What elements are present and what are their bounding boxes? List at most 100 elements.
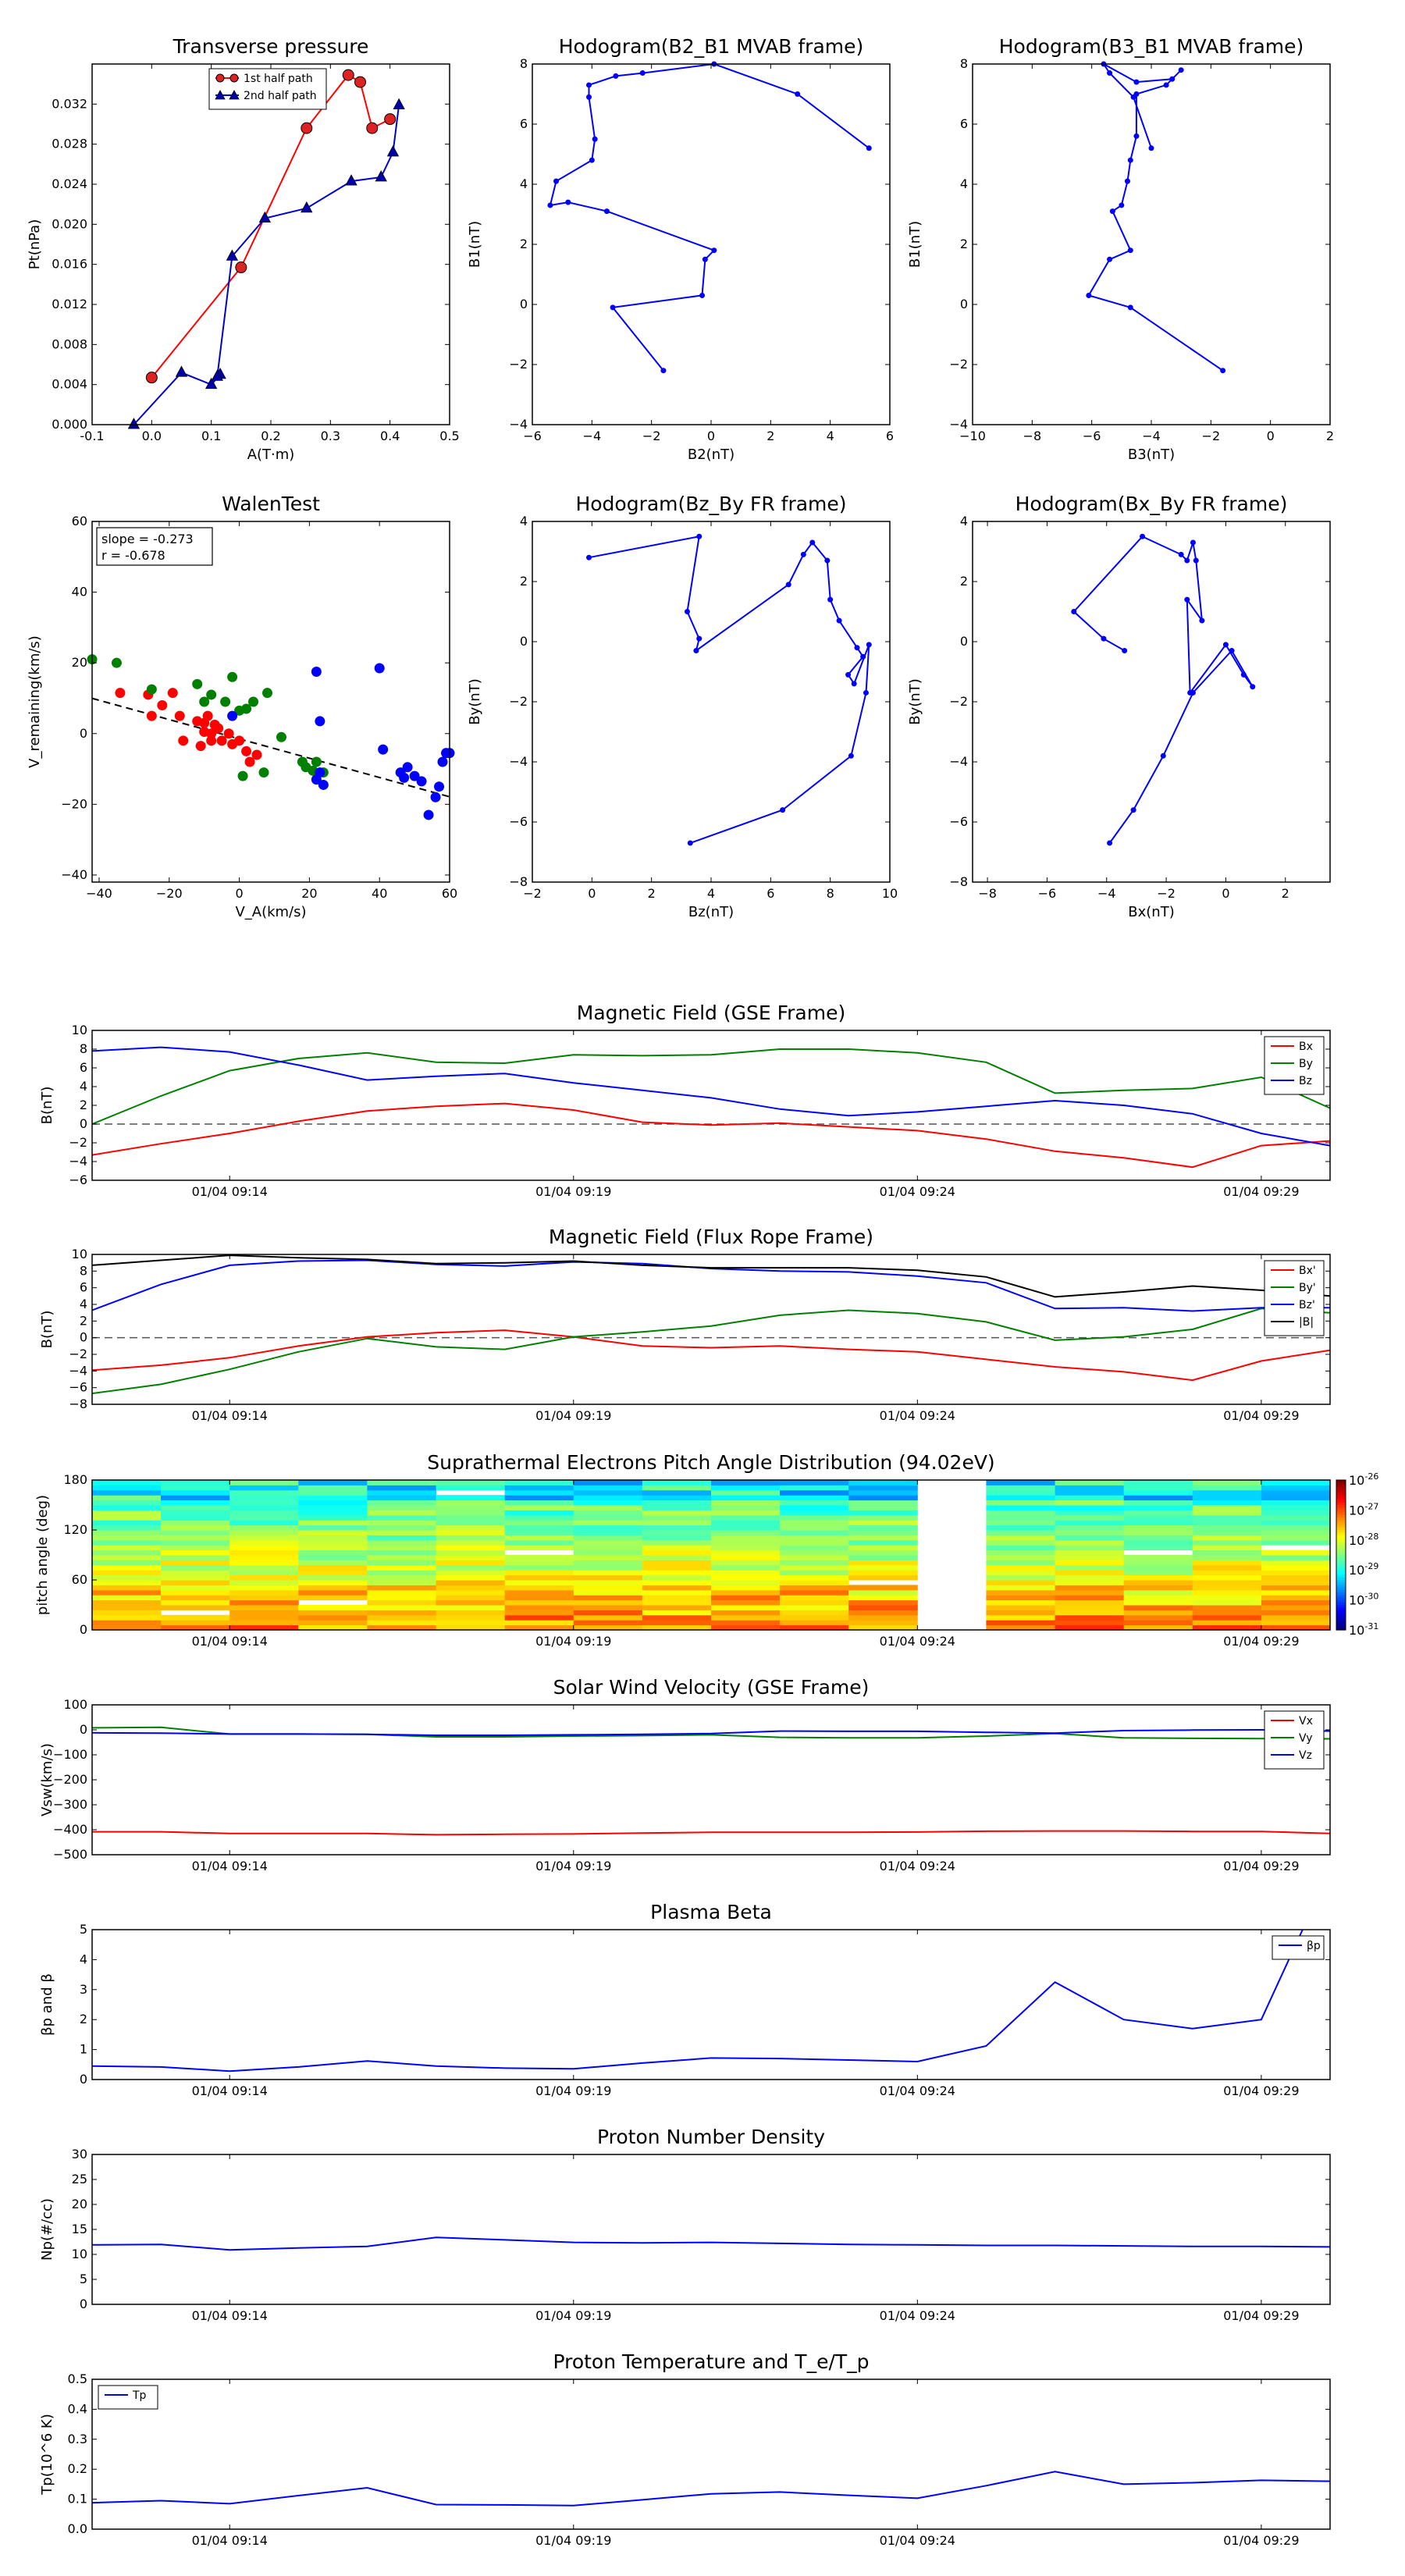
x-axis-label: A(T·m): [247, 447, 295, 463]
heatmap-cell: [1123, 1514, 1193, 1521]
heatmap-cell: [642, 1580, 712, 1585]
series-marker: [699, 292, 706, 298]
heatmap-cell: [642, 1535, 712, 1541]
heatmap-cell: [1123, 1614, 1193, 1621]
series-line: [589, 535, 870, 844]
x-tick-label: 01/04 09:19: [535, 1184, 611, 1199]
heatmap-cell: [573, 1485, 643, 1491]
chart-title: Hodogram(Bz_By FR frame): [575, 493, 846, 515]
heatmap-cell: [711, 1489, 781, 1496]
series-marker: [696, 635, 702, 642]
scatter-point: [248, 696, 259, 707]
heatmap-cell: [1192, 1525, 1262, 1531]
plot-frame: [972, 63, 1331, 425]
scatter-point: [416, 776, 427, 787]
scatter-point: [402, 762, 413, 773]
heatmap-cell: [1055, 1514, 1125, 1521]
series-marker: [1133, 91, 1140, 97]
colorbar-step: [1336, 1527, 1346, 1531]
heatmap-cell: [573, 1495, 643, 1501]
y-tick-label: 0: [80, 726, 87, 741]
series-line: [1072, 535, 1254, 844]
heatmap-cell: [1261, 1614, 1331, 1621]
heatmap-cell: [92, 1520, 162, 1526]
y-tick-label: 8: [80, 1041, 87, 1056]
x-tick-label: −2: [523, 886, 542, 901]
y-tick-label: 40: [72, 585, 87, 600]
series-marker: [586, 82, 592, 88]
heatmap-cell: [1123, 1570, 1193, 1576]
heatmap-cell: [229, 1610, 299, 1616]
heatmap-cell: [367, 1539, 436, 1546]
colorbar-step: [1336, 1502, 1346, 1506]
colorbar-step: [1336, 1605, 1346, 1608]
series-marker: [301, 201, 313, 213]
heatmap-cell: [1192, 1614, 1262, 1621]
heatmap-cell: [1055, 1545, 1125, 1551]
heatmap-cell: [573, 1480, 643, 1485]
heatmap-cell: [298, 1500, 368, 1506]
heatmap-cell: [642, 1510, 712, 1516]
series-marker: [1178, 551, 1184, 557]
heatmap-cell: [229, 1539, 299, 1546]
x-tick-label: 01/04 09:14: [192, 2083, 268, 2098]
colorbar-step: [1336, 1587, 1346, 1591]
heatmap-cell: [986, 1610, 1055, 1616]
heatmap-cell: [848, 1510, 918, 1516]
heatmap-cell: [711, 1624, 781, 1631]
heatmap-cell: [436, 1624, 506, 1631]
heatmap-cell: [504, 1595, 574, 1601]
y-tick-label: 0.008: [52, 336, 87, 351]
heatmap-cell: [1192, 1610, 1262, 1616]
heatmap-cell: [848, 1550, 918, 1556]
x-tick-label: 01/04 09:19: [535, 1408, 611, 1423]
heatmap-cell: [1192, 1480, 1262, 1485]
colorbar-step: [1336, 1522, 1346, 1526]
legend-marker: [229, 90, 240, 100]
heatmap-cell: [161, 1605, 230, 1610]
heatmap-cell: [1261, 1599, 1331, 1606]
heatmap-cell: [711, 1530, 781, 1535]
y-tick-label: 4: [520, 176, 528, 191]
series-line: [91, 1308, 1331, 1395]
series-marker: [1127, 157, 1133, 163]
legend-marker: [229, 73, 239, 83]
heatmap-cell: [298, 1610, 368, 1616]
chart-np: Proton Number Density 01/04 09:14 01/04 09…: [39, 2126, 1331, 2323]
series-line: [91, 1048, 1331, 1125]
heatmap-cell: [711, 1500, 781, 1506]
heatmap-cell: [1123, 1589, 1193, 1596]
annotation-frame: [96, 527, 213, 566]
scatter-point: [216, 735, 227, 746]
heatmap-cell: [1055, 1520, 1125, 1526]
heatmap-cell: [642, 1595, 712, 1601]
x-tick-label: −8: [1023, 429, 1042, 443]
y-tick-label: 10: [72, 1247, 87, 1261]
scatter-point: [276, 731, 286, 742]
series-marker: [1140, 533, 1146, 539]
heatmap-cell: [1192, 1510, 1262, 1516]
series-marker: [1190, 539, 1196, 546]
heatmap-cell: [1055, 1489, 1125, 1496]
x-tick-label: −20: [156, 886, 183, 901]
colorbar-label: 10-29: [1349, 1561, 1378, 1578]
y-tick-label: −200: [53, 1772, 87, 1787]
heatmap-cell: [780, 1564, 849, 1571]
heatmap-cell: [436, 1585, 506, 1591]
colorbar-step: [1336, 1532, 1346, 1535]
heatmap-cell: [436, 1564, 506, 1571]
heatmap-cell: [573, 1589, 643, 1596]
series-marker: [863, 689, 869, 696]
heatmap-cell: [1192, 1574, 1262, 1581]
series-marker: [1086, 292, 1092, 298]
scatter-point: [178, 735, 189, 746]
heatmap-cell: [367, 1545, 436, 1551]
heatmap-cell: [986, 1574, 1055, 1581]
heatmap-cell: [1123, 1624, 1193, 1631]
heatmap-cell: [229, 1599, 299, 1606]
legend-label: Bz: [1299, 1075, 1312, 1087]
scatter-point: [206, 728, 217, 739]
heatmap-cell: [848, 1595, 918, 1601]
plot-frame: [91, 1030, 1331, 1181]
scatter-point: [167, 688, 178, 699]
